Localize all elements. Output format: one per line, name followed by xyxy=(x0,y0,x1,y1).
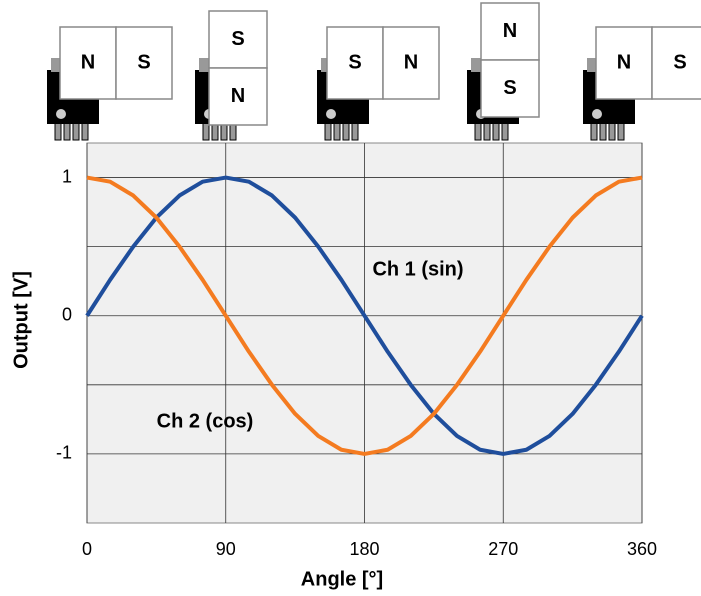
chip-pin xyxy=(342,121,350,141)
x-tick-label: 0 xyxy=(82,539,92,559)
chip-pin xyxy=(351,121,359,141)
pole-label: S xyxy=(348,51,361,73)
magnet-pole xyxy=(651,26,701,100)
magnet-pole xyxy=(208,67,268,126)
pole-label: N xyxy=(231,85,245,107)
chip-pin xyxy=(590,121,598,141)
chip-pin xyxy=(333,121,341,141)
chip-pin xyxy=(599,121,607,141)
x-axis-label: Angle [°] xyxy=(301,568,383,590)
magnet-pole xyxy=(208,10,268,69)
pole-label: S xyxy=(231,28,244,50)
x-tick-label: 180 xyxy=(349,539,379,559)
magnet-pole xyxy=(382,26,440,100)
chip-pin xyxy=(324,121,332,141)
chip-tab xyxy=(199,58,209,72)
x-tick-label: 360 xyxy=(627,539,657,559)
magnet-pole xyxy=(480,59,540,118)
x-tick-label: 270 xyxy=(488,539,518,559)
chip-pin xyxy=(474,121,482,141)
x-tick-label: 90 xyxy=(216,539,236,559)
magnet-pole xyxy=(595,26,653,100)
chip-pin xyxy=(492,121,500,141)
chip-pin xyxy=(617,121,625,141)
chip-pin xyxy=(608,121,616,141)
line-series xyxy=(86,175,643,456)
y-tick-label: 0 xyxy=(62,304,72,324)
chip-pin xyxy=(63,121,71,141)
line-series xyxy=(85,175,644,456)
pole-label: N xyxy=(404,51,418,73)
chip-tab xyxy=(321,58,331,72)
y-tick-label: 1 xyxy=(62,166,72,186)
chip-pin xyxy=(483,121,491,141)
chip-pin xyxy=(81,121,89,141)
pole-label: N xyxy=(81,51,95,73)
series-label: Ch 2 (cos) xyxy=(157,410,254,432)
chip-dot xyxy=(326,109,336,119)
magnet-pole xyxy=(59,26,117,100)
chip-tab xyxy=(51,58,61,72)
chip-dot xyxy=(592,109,602,119)
chip-pin xyxy=(54,121,62,141)
y-tick-label: -1 xyxy=(56,443,72,463)
magnet-pole xyxy=(480,2,540,61)
magnet-pole xyxy=(326,26,384,100)
magnet-pole xyxy=(115,26,173,100)
pole-label: S xyxy=(673,51,686,73)
series-label: Ch 1 (sin) xyxy=(372,258,463,280)
chip-pin xyxy=(202,121,210,141)
chip-pin xyxy=(501,121,509,141)
pole-label: N xyxy=(617,51,631,73)
chip-tab xyxy=(587,58,597,72)
y-axis-label: Output [V] xyxy=(10,271,32,369)
pole-label: N xyxy=(503,20,517,42)
chip-dot xyxy=(56,109,66,119)
pole-label: S xyxy=(503,77,516,99)
pole-label: S xyxy=(137,51,150,73)
chip-tab xyxy=(471,58,481,72)
chip-pin xyxy=(72,121,80,141)
